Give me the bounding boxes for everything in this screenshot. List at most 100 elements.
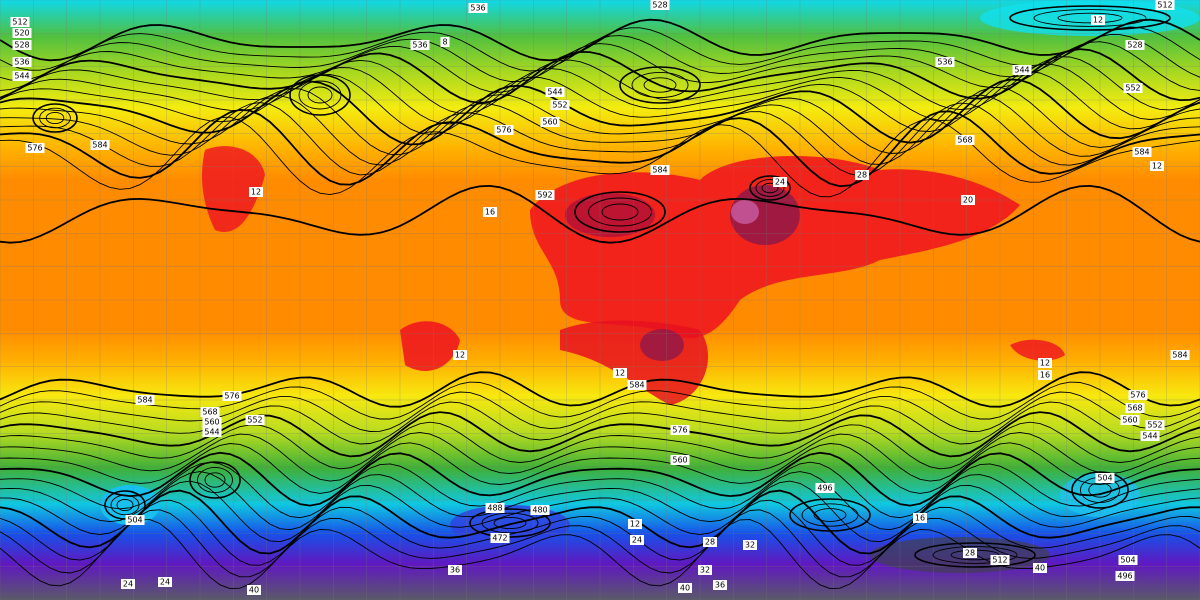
contour-label: 592 bbox=[537, 191, 552, 200]
contour-label: 40 bbox=[249, 586, 259, 595]
contour-label: 584 bbox=[629, 381, 644, 390]
contour-label: 584 bbox=[1134, 148, 1149, 157]
label-box bbox=[990, 555, 1010, 565]
label-box bbox=[202, 417, 222, 427]
contour bbox=[0, 411, 1200, 458]
contour bbox=[0, 71, 1200, 135]
contour bbox=[32, 103, 78, 133]
label-box bbox=[1091, 15, 1105, 25]
label-box bbox=[158, 577, 172, 587]
contour-label: 560 bbox=[542, 118, 557, 127]
label-box bbox=[703, 537, 717, 547]
contour bbox=[1071, 471, 1129, 509]
contour bbox=[0, 451, 1200, 507]
label-box bbox=[935, 57, 955, 67]
contour-label: 536 bbox=[14, 58, 29, 67]
contour bbox=[801, 503, 859, 527]
contour bbox=[1009, 5, 1171, 31]
label-box bbox=[650, 165, 670, 175]
contour bbox=[0, 34, 1200, 82]
contour-label: 536 bbox=[470, 4, 485, 13]
label-box bbox=[630, 535, 644, 545]
hot-region bbox=[400, 321, 460, 371]
contour-label: 584 bbox=[652, 166, 667, 175]
label-box bbox=[10, 17, 30, 27]
contour bbox=[110, 494, 140, 516]
contour-label: 576 bbox=[672, 426, 687, 435]
contour bbox=[0, 18, 1200, 62]
label-box bbox=[650, 0, 670, 10]
contour bbox=[755, 179, 785, 197]
label-box bbox=[550, 100, 570, 110]
contour bbox=[1057, 12, 1123, 24]
contour bbox=[39, 107, 71, 129]
contour bbox=[289, 74, 351, 116]
label-box bbox=[121, 579, 135, 589]
contour bbox=[0, 401, 1200, 445]
contour-label: 12 bbox=[1152, 162, 1162, 171]
label-box bbox=[1125, 40, 1145, 50]
contour bbox=[932, 546, 1018, 564]
contour-label: 32 bbox=[700, 566, 710, 575]
label-box bbox=[1038, 358, 1052, 368]
contour bbox=[0, 116, 1200, 198]
contour-label: 552 bbox=[1147, 421, 1162, 430]
hot-region bbox=[530, 156, 1020, 339]
contour bbox=[0, 489, 1200, 555]
contour bbox=[619, 66, 701, 104]
label-box bbox=[1170, 350, 1190, 360]
contour-label: 16 bbox=[915, 514, 925, 523]
contour bbox=[789, 498, 871, 532]
contour-label: 12 bbox=[615, 369, 625, 378]
contour-label: 16 bbox=[485, 208, 495, 217]
label-box bbox=[1155, 0, 1175, 10]
contour-label: 36 bbox=[715, 581, 725, 590]
label-box bbox=[743, 540, 757, 550]
label-box bbox=[530, 505, 550, 515]
contour bbox=[298, 80, 342, 110]
contour bbox=[104, 490, 146, 520]
contour-label: 584 bbox=[1172, 351, 1187, 360]
contour-label: 544 bbox=[14, 72, 29, 81]
label-box bbox=[1118, 555, 1138, 565]
label-box bbox=[249, 187, 263, 197]
label-box bbox=[1140, 431, 1160, 441]
contour bbox=[116, 498, 134, 512]
contour-label: 576 bbox=[224, 392, 239, 401]
height-contours bbox=[0, 5, 1200, 590]
label-box bbox=[535, 190, 555, 200]
label-box bbox=[90, 140, 110, 150]
contour-labels: 5285365125205285365445365365445285525445… bbox=[10, 0, 1190, 595]
contour bbox=[0, 381, 1200, 420]
contour-label: 560 bbox=[672, 456, 687, 465]
contour bbox=[493, 516, 527, 530]
contour-label: 12 bbox=[455, 351, 465, 360]
label-box bbox=[440, 37, 450, 47]
contour-label: 568 bbox=[202, 408, 217, 417]
contour-label: 584 bbox=[137, 396, 152, 405]
label-box bbox=[961, 195, 975, 205]
contour-label: 576 bbox=[1130, 391, 1145, 400]
contour bbox=[0, 421, 1200, 470]
label-box bbox=[713, 580, 727, 590]
contour bbox=[0, 56, 1200, 114]
contour-label: 568 bbox=[957, 136, 972, 145]
contour-label: 40 bbox=[680, 584, 690, 593]
contour bbox=[307, 86, 333, 104]
contour-label: 576 bbox=[496, 126, 511, 135]
label-box bbox=[1033, 563, 1047, 573]
label-box bbox=[12, 71, 32, 81]
contour-label: 528 bbox=[14, 41, 29, 50]
contour bbox=[0, 371, 1200, 408]
contour-label: 16 bbox=[1040, 371, 1050, 380]
contour bbox=[197, 466, 233, 494]
contour-label: 12 bbox=[1093, 16, 1103, 25]
contour bbox=[1033, 9, 1147, 27]
label-box bbox=[545, 87, 565, 97]
label-box bbox=[245, 415, 265, 425]
contour bbox=[0, 461, 1200, 519]
contour-label: 544 bbox=[204, 428, 219, 437]
contour-label: 28 bbox=[705, 538, 715, 547]
